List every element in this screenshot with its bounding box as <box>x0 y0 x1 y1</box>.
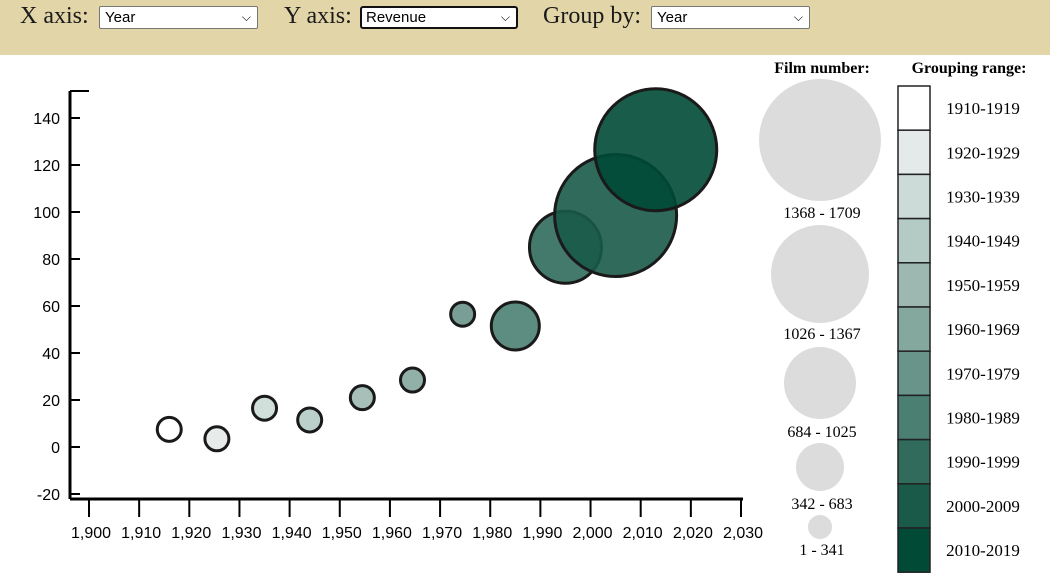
chevron-down-icon: ⌵ <box>793 10 803 24</box>
x-tick-label: 1,930 <box>221 525 261 542</box>
color-legend-label: 1950-1959 <box>946 276 1020 295</box>
y-tick-label: 0 <box>51 440 60 457</box>
color-legend-swatch <box>897 527 931 573</box>
color-legend-label: 1970-1979 <box>946 364 1020 383</box>
x-tick-label: 2,010 <box>623 525 663 542</box>
color-legend-label: 1990-1999 <box>946 453 1020 472</box>
color-legend-label: 1910-1919 <box>946 99 1020 118</box>
group-by-select-value: Year <box>657 9 688 26</box>
x-tick-label: 1,940 <box>272 525 312 542</box>
x-axis: 1,900 1,910 1,920 1,930 1,940 1,950 1,960 1,970… <box>70 497 763 542</box>
x-axis-select-value: Year <box>105 9 136 26</box>
color-legend-label: 1980-1989 <box>946 409 1020 428</box>
x-tick-label: 1,990 <box>522 525 562 542</box>
y-axis-label: Y axis: <box>284 3 352 29</box>
y-axis: -20 0 20 40 60 80 100 120 140 <box>33 90 89 504</box>
data-point <box>553 153 679 279</box>
data-point <box>251 394 279 422</box>
color-legend-swatch <box>897 262 931 308</box>
data-point <box>489 300 541 352</box>
y-tick-label: 100 <box>33 205 60 222</box>
group-by-select[interactable]: Year ⌵ <box>651 6 810 29</box>
film-number-legend-title: Film number: <box>774 60 870 77</box>
plot-area <box>155 87 719 453</box>
x-tick-label: 1,950 <box>322 525 362 542</box>
size-legend-circle <box>796 443 844 491</box>
color-legend-swatch <box>897 438 931 485</box>
controls-bar: X axis: Year ⌵ Y axis: Revenue ⌵ Group b… <box>0 0 1050 55</box>
x-tick-label: 1,920 <box>171 525 211 542</box>
y-axis-select[interactable]: Revenue ⌵ <box>360 6 518 29</box>
color-legend-label: 1920-1929 <box>946 143 1020 162</box>
size-legend-label: 342 - 683 <box>791 496 852 513</box>
color-legend-swatch <box>897 173 931 220</box>
y-axis-select-value: Revenue <box>366 9 427 26</box>
color-legend-swatch <box>897 350 931 397</box>
color-legend-swatch <box>897 306 931 352</box>
y-tick-label: 60 <box>42 299 60 316</box>
grouping-range-legend-title: Grouping range: <box>912 60 1027 77</box>
y-tick-label: 20 <box>42 393 60 410</box>
data-point <box>449 300 477 328</box>
data-point <box>203 425 231 453</box>
size-legend-label: 1368 - 1709 <box>783 205 860 222</box>
size-legend-circle <box>771 225 869 323</box>
x-tick-label: 1,900 <box>71 525 111 542</box>
y-tick-label: 40 <box>42 346 60 363</box>
x-tick-label: 1,970 <box>422 525 462 542</box>
data-point <box>527 209 603 285</box>
color-legend-label: 2000-2009 <box>946 497 1020 516</box>
chevron-down-icon: ⌵ <box>500 10 510 24</box>
data-point <box>348 384 376 412</box>
size-legend-label: 1 - 341 <box>799 542 844 559</box>
x-tick-label: 2,020 <box>673 525 713 542</box>
group-by-label: Group by: <box>543 3 641 29</box>
y-tick-label: 140 <box>33 111 60 128</box>
x-axis-select[interactable]: Year ⌵ <box>99 6 258 29</box>
x-tick-label: 2,030 <box>723 525 763 542</box>
x-tick-label: 2,000 <box>573 525 613 542</box>
color-legend-swatch <box>897 217 931 264</box>
color-legend-label: 1960-1969 <box>946 320 1020 339</box>
data-point <box>398 366 426 394</box>
grouping-range-legend: Grouping range: 1910-1919 1920-1929 1930-1… <box>897 60 1027 573</box>
x-tick-label: 1,980 <box>472 525 512 542</box>
color-legend-label: 1930-1939 <box>946 188 1020 207</box>
color-legend-label: 1940-1949 <box>946 232 1020 251</box>
size-legend-circle <box>759 79 881 201</box>
data-point <box>155 415 183 443</box>
x-tick-label: 1,960 <box>372 525 412 542</box>
size-legend-circle <box>808 515 832 539</box>
color-legend-swatch <box>897 129 931 176</box>
color-legend-swatch <box>897 483 931 529</box>
chevron-down-icon: ⌵ <box>241 10 251 24</box>
color-legend-swatch <box>897 85 931 131</box>
y-tick-label: 120 <box>33 158 60 175</box>
x-tick-label: 1,910 <box>121 525 161 542</box>
film-number-legend: Film number: 1368 - 1709 1026 - 1367 684 -… <box>759 60 881 559</box>
size-legend-label: 1026 - 1367 <box>783 326 860 343</box>
y-tick-label: -20 <box>37 487 60 504</box>
color-legend-label: 2010-2019 <box>946 541 1020 560</box>
data-point <box>593 87 719 213</box>
size-legend-circle <box>784 347 856 419</box>
x-axis-label: X axis: <box>20 3 89 29</box>
y-tick-label: 80 <box>42 252 60 269</box>
color-legend-swatch <box>897 394 931 441</box>
data-point <box>296 406 324 434</box>
size-legend-label: 684 - 1025 <box>787 424 856 441</box>
